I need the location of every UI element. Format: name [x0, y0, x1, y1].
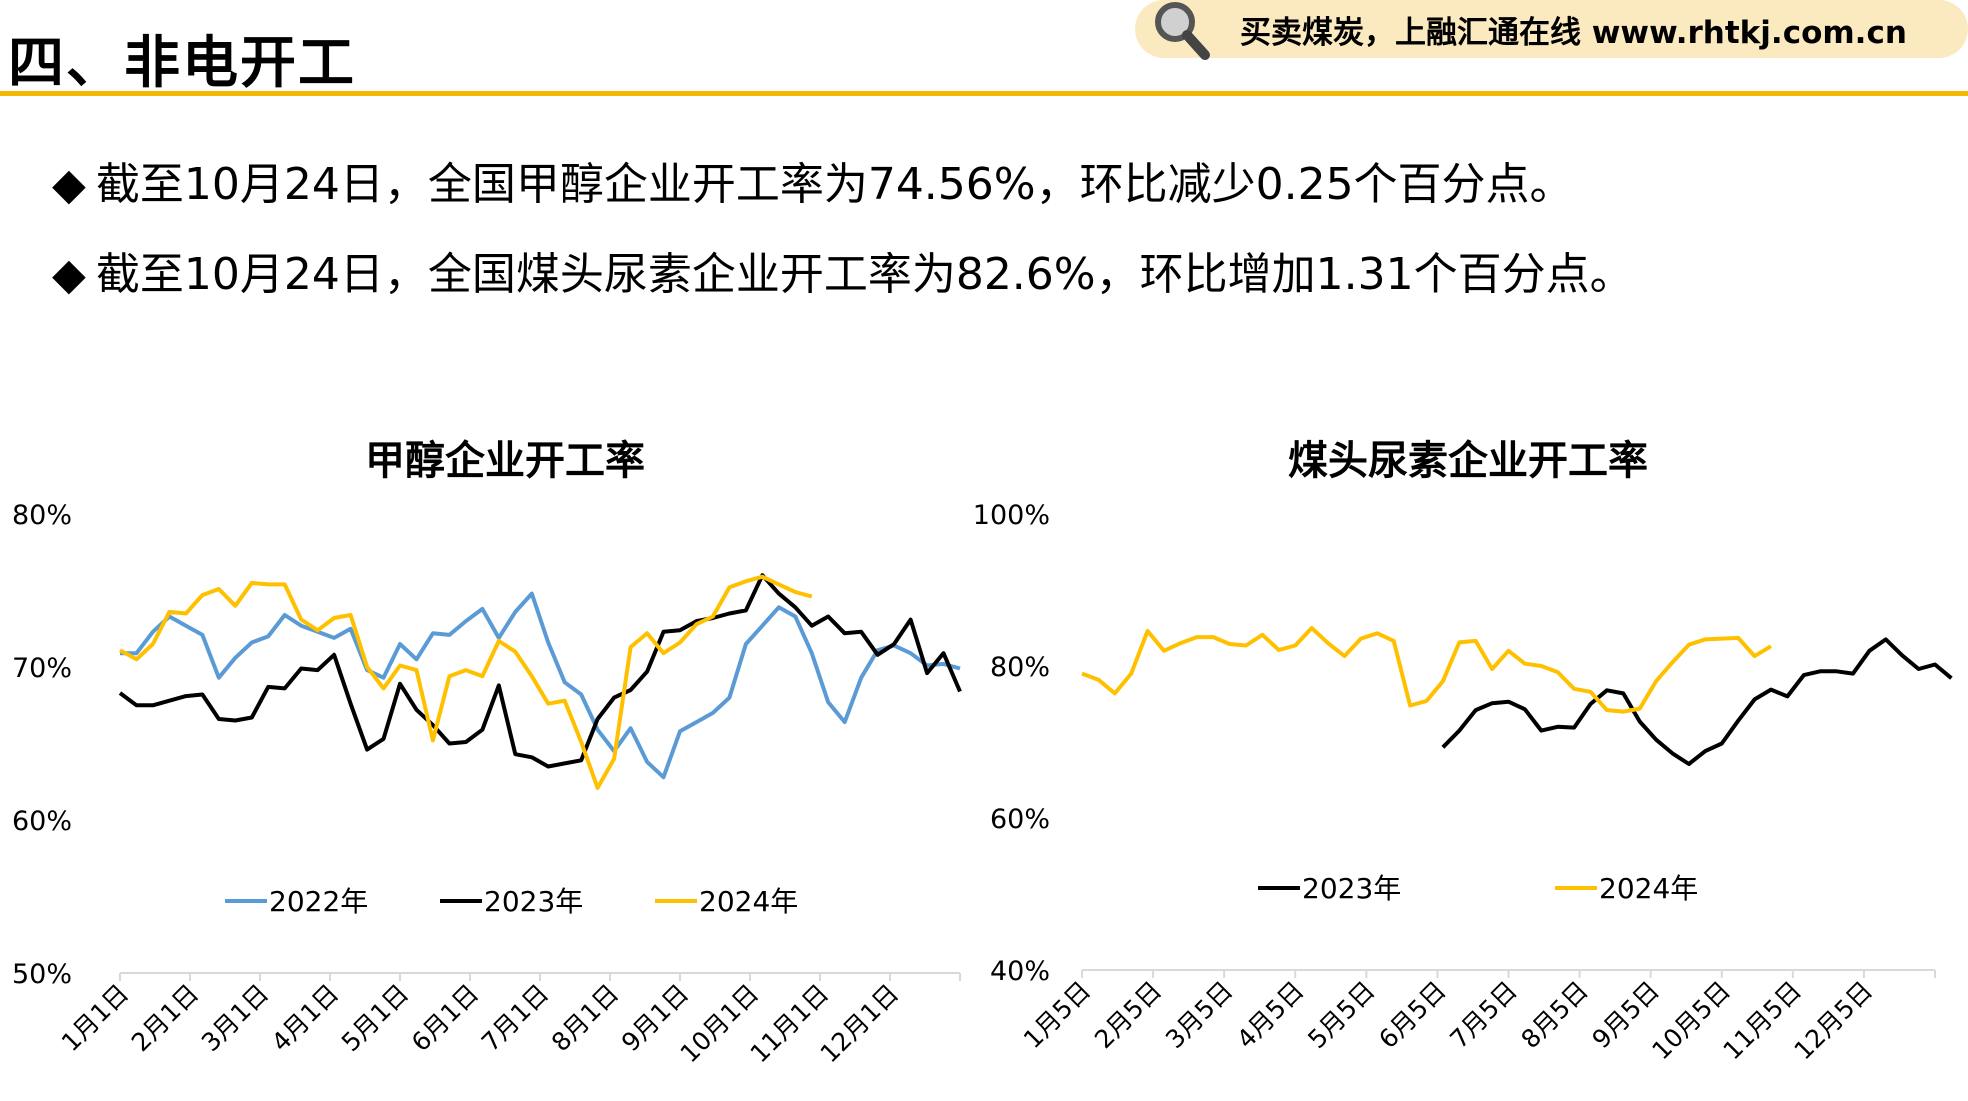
y-tick-label: 40% — [990, 956, 1050, 987]
x-tick-label: 12月5日 — [1789, 976, 1879, 1066]
series-line-2023年 — [1441, 637, 1953, 766]
x-tick-label: 5月5日 — [1302, 976, 1380, 1054]
bullet-methanol: ◆ 截至10月24日，全国甲醇企业开工率为74.56%，环比减少0.25个百分点。 — [52, 148, 1574, 212]
legend-label: 2023年 — [1302, 872, 1401, 905]
x-tick-label: 2月5日 — [1089, 976, 1167, 1054]
legend-label: 2024年 — [699, 885, 798, 918]
y-tick-label: 80% — [990, 652, 1050, 683]
bullet-urea: ◆ 截至10月24日，全国煤头尿素企业开工率为82.6%，环比增加1.31个百分点… — [52, 238, 1634, 302]
series-line-2023年 — [118, 573, 962, 769]
legend-label: 2023年 — [484, 885, 583, 918]
bullet-text: 截至10月24日，全国甲醇企业开工率为74.56%，环比减少0.25个百分点。 — [95, 159, 1574, 210]
promo-banner[interactable]: 买卖煤炭，上融汇通在线 www.rhtkj.com.cn — [1135, 0, 1968, 60]
y-tick-label: 60% — [990, 804, 1050, 835]
x-tick-label: 11月5日 — [1717, 976, 1807, 1066]
series-line-2024年 — [1081, 626, 1773, 714]
promo-text: 买卖煤炭，上融汇通在线 www.rhtkj.com.cn — [1240, 15, 1907, 51]
y-tick-label: 80% — [12, 500, 72, 531]
x-tick-label: 7月5日 — [1444, 976, 1522, 1054]
y-tick-label: 100% — [973, 500, 1050, 531]
legend-label: 2024年 — [1599, 872, 1698, 905]
x-tick-label: 4月5日 — [1231, 976, 1309, 1054]
page-title: 四、非电开工 — [8, 31, 356, 96]
diamond-icon: ◆ — [52, 159, 86, 210]
bullet-text: 截至10月24日，全国煤头尿素企业开工率为82.6%，环比增加1.31个百分点。 — [95, 249, 1634, 300]
y-tick-label: 60% — [12, 806, 72, 837]
x-tick-label: 3月5日 — [1160, 976, 1238, 1054]
y-tick-label: 70% — [12, 653, 72, 684]
x-tick-label: 8月5日 — [1515, 976, 1593, 1054]
series-line-2024年 — [119, 574, 813, 790]
series-line-2022年 — [120, 591, 961, 780]
title-underline — [0, 91, 1968, 96]
chart-title-methanol: 甲醇企业开工率 — [365, 438, 645, 484]
x-tick-label: 1月5日 — [1018, 976, 1096, 1054]
legend-label: 2022年 — [269, 885, 368, 918]
y-tick-label: 50% — [12, 959, 72, 990]
chart-title-urea: 煤头尿素企业开工率 — [1288, 438, 1648, 484]
diamond-icon: ◆ — [52, 249, 86, 300]
search-icon — [1155, 2, 1210, 60]
x-tick-label: 6月5日 — [1373, 976, 1451, 1054]
x-tick-label: 10月5日 — [1646, 976, 1736, 1066]
